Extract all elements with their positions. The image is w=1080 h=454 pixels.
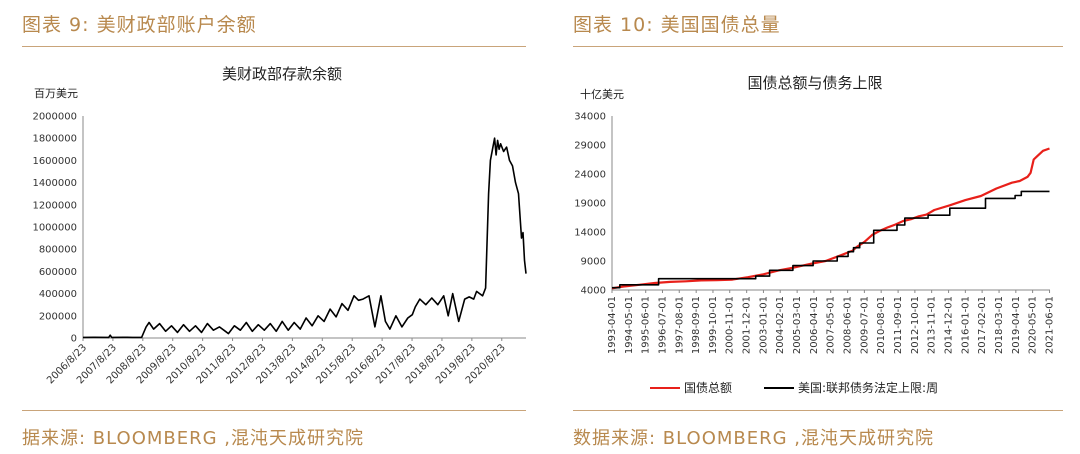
x-tick-label: 2014-12-01 xyxy=(944,296,955,354)
x-tick-label: 2011-09-01 xyxy=(893,296,904,354)
y-axis-unit: 百万美元 xyxy=(34,87,78,100)
legend-label-debt-ceiling: 美国:联邦债务法定上限:周 xyxy=(798,380,938,395)
x-tick-label: 2019-04-01 xyxy=(1011,296,1022,354)
x-tick-label: 1995-06-01 xyxy=(641,296,652,354)
x-tick-label: 1996-07-01 xyxy=(657,296,668,354)
x-tick-label: 2010-08-01 xyxy=(876,296,887,354)
x-tick-label: 2018-03-01 xyxy=(994,296,1005,354)
left-title-rule xyxy=(22,46,526,47)
series-line-1 xyxy=(612,190,1050,289)
legend-label-debt-total: 国债总额 xyxy=(684,381,732,395)
series-line-0 xyxy=(611,147,1050,290)
y-tick-label: 0 xyxy=(71,334,77,345)
x-tick-label: 1994-05-01 xyxy=(624,296,635,354)
right-title-rule xyxy=(573,46,1063,47)
x-tick-label: 1997-08-01 xyxy=(674,296,685,354)
y-tick-label: 200000 xyxy=(39,311,77,322)
y-tick-label: 34000 xyxy=(574,112,606,123)
y-tick-label: 19000 xyxy=(574,199,606,210)
y-tick-label: 14000 xyxy=(574,228,606,239)
x-tick-label: 2006-04-01 xyxy=(809,296,820,354)
series-line-0 xyxy=(82,137,527,339)
y-tick-label: 600000 xyxy=(39,267,77,278)
y-tick-label: 400000 xyxy=(39,289,77,300)
y-tick-label: 800000 xyxy=(39,245,77,256)
x-tick-label: 2008-06-01 xyxy=(843,296,854,354)
debt-ceiling-chart: 国债总额与债务上限 十亿美元 4000 9000 14000 19000 24000 29… xyxy=(574,74,1056,395)
x-tick-label: 2016-01-01 xyxy=(960,296,971,354)
x-tick-label: 2004-02-01 xyxy=(775,296,786,354)
left-panel-title: 图表 9: 美财政部账户余额 xyxy=(22,14,257,36)
treasury-balance-chart: 美财政部存款余额 百万美元 0 200000 400000 600000 800000 1… xyxy=(32,65,527,386)
x-tick-label: 2021-06-01 xyxy=(1045,296,1056,354)
y-axis-unit: 十亿美元 xyxy=(580,87,624,101)
x-tick-label: 2013-11-01 xyxy=(927,296,938,354)
right-panel-title: 图表 10: 美国国债总量 xyxy=(573,14,781,36)
left-source-rule xyxy=(22,410,526,411)
x-tick-label: 2003-01-01 xyxy=(758,296,769,354)
x-tick-label: 2001-12-01 xyxy=(742,296,753,354)
right-source-rule xyxy=(573,410,1063,411)
y-tick-label: 1000000 xyxy=(32,223,77,234)
x-tick-label: 2020-05-01 xyxy=(1028,296,1039,354)
right-source-note: 数据来源: BLOOMBERG ,混沌天成研究院 xyxy=(573,428,935,449)
x-tick-label: 1998-09-01 xyxy=(691,296,702,354)
y-tick-label: 1600000 xyxy=(32,156,77,167)
y-tick-label: 1200000 xyxy=(32,200,77,211)
x-tick-label: 2009-07-01 xyxy=(859,296,870,354)
y-tick-label: 9000 xyxy=(581,257,606,268)
x-tick-label: 2012-10-01 xyxy=(910,296,921,354)
y-tick-label: 24000 xyxy=(574,170,606,181)
y-tick-label: 1400000 xyxy=(32,178,77,189)
x-tick-label: 2017-02-01 xyxy=(977,296,988,354)
x-tick-label: 1993-04-01 xyxy=(607,296,618,354)
y-tick-label: 2000000 xyxy=(32,112,77,123)
x-tick-label: 1999-10-01 xyxy=(708,296,719,354)
y-tick-label: 1800000 xyxy=(32,134,77,145)
x-tick-label: 2005-03-01 xyxy=(792,296,803,354)
left-source-note: 据来源: BLOOMBERG ,混沌天成研究院 xyxy=(22,428,365,449)
y-tick-label: 4000 xyxy=(581,286,606,297)
chart-title: 国债总额与债务上限 xyxy=(747,74,882,92)
x-tick-label: 2007-05-01 xyxy=(826,296,837,354)
y-tick-label: 29000 xyxy=(574,141,606,152)
x-tick-label: 2000-11-01 xyxy=(725,296,736,354)
chart-title: 美财政部存款余额 xyxy=(222,65,342,83)
